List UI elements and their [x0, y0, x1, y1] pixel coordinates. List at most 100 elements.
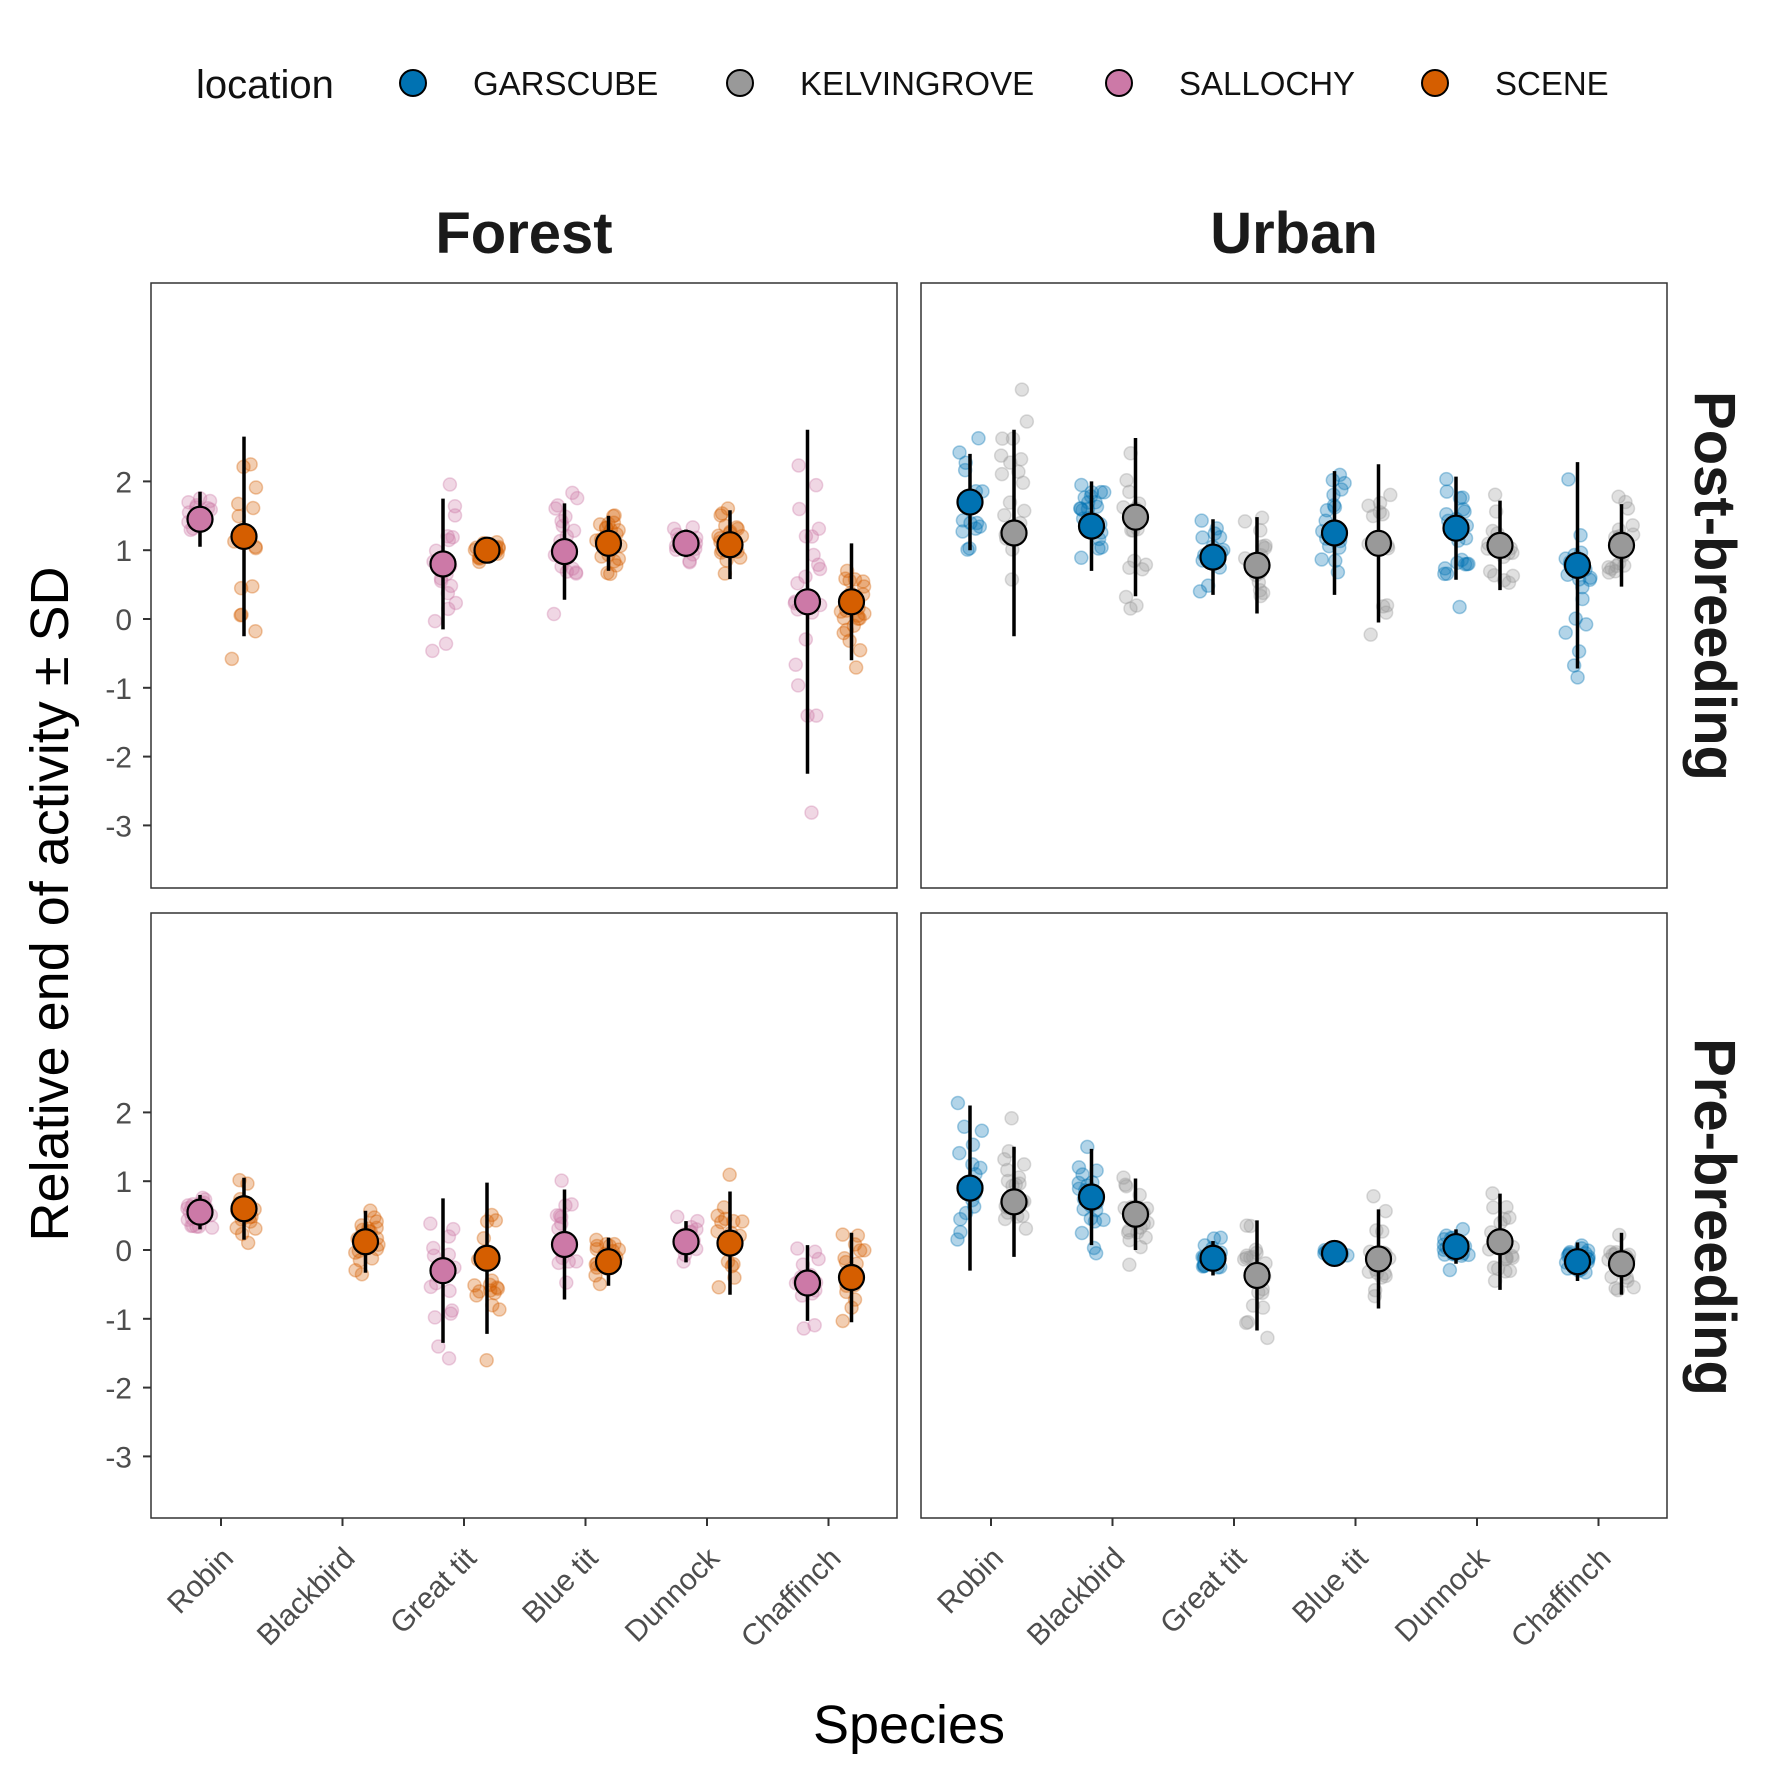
summary-marks — [186, 429, 866, 774]
raw-point — [554, 1173, 569, 1188]
raw-point — [367, 1210, 382, 1225]
mean-point-scene — [716, 1229, 744, 1257]
raw-point — [1501, 575, 1517, 590]
mean-point-sallochy — [429, 550, 457, 578]
raw-point — [447, 508, 463, 523]
raw-point — [811, 1251, 826, 1267]
raw-point — [1119, 473, 1134, 488]
raw-point — [842, 633, 857, 649]
legend-label-sallochy: SALLOCHY — [1179, 65, 1355, 102]
raw-point — [790, 576, 805, 591]
mean-point-kelvingrove — [1121, 503, 1150, 531]
mean-point-kelvingrove — [1243, 551, 1271, 579]
x-tick-label: Chaffinch — [735, 1542, 848, 1655]
raw-point — [713, 508, 728, 523]
raw-point — [448, 595, 464, 611]
raw-point — [972, 519, 988, 534]
raw-point — [1094, 540, 1109, 555]
raw-point — [835, 1313, 850, 1329]
raw-point — [1378, 1203, 1393, 1219]
mean-point-garscube — [1320, 519, 1349, 547]
mean-point-sallochy — [186, 505, 214, 533]
mean-point-garscube — [956, 488, 984, 516]
raw-point — [1379, 598, 1395, 613]
raw-point — [492, 1302, 507, 1317]
mean-point-sallochy — [672, 529, 700, 557]
panel-border — [920, 282, 1668, 889]
raw-point — [1074, 1225, 1090, 1241]
raw-point — [1135, 562, 1150, 577]
raw-point — [441, 1351, 457, 1366]
raw-point — [1485, 1186, 1500, 1201]
mean-point-scene — [594, 1248, 623, 1276]
mean-point-garscube — [1077, 512, 1106, 540]
raw-point — [1014, 382, 1030, 397]
raw-point — [181, 494, 196, 510]
raw-point — [995, 431, 1010, 446]
raw-point — [1578, 617, 1594, 632]
raw-point — [1116, 1170, 1131, 1185]
raw-point — [1239, 1250, 1254, 1266]
mean-point-scene — [351, 1228, 380, 1256]
panel-border — [920, 912, 1668, 1519]
raw-point — [569, 1254, 584, 1269]
y-tick-label: -3 — [105, 810, 132, 843]
raw-point — [1604, 561, 1619, 576]
mean-point-scene — [837, 588, 866, 616]
raw-point — [852, 1243, 868, 1258]
mean-point-garscube — [1320, 1239, 1349, 1268]
raw-point — [1019, 414, 1035, 429]
mean-point-garscube — [1563, 551, 1592, 579]
raw-point — [1601, 559, 1616, 575]
raw-point — [1000, 1162, 1015, 1178]
legend-label-scene: SCENE — [1495, 65, 1609, 102]
y-tick-label: -3 — [105, 1441, 132, 1474]
raw-point — [427, 613, 443, 629]
raw-point — [566, 523, 582, 538]
raw-point — [1195, 530, 1210, 545]
raw-point — [442, 477, 458, 492]
y-tick-label: 1 — [115, 1166, 132, 1199]
raw-point — [714, 1214, 729, 1230]
raw-point — [1004, 572, 1020, 587]
raw-point — [1363, 627, 1378, 642]
raw-point — [1337, 475, 1352, 491]
raw-point — [446, 1221, 461, 1237]
strip-col-urban: Urban — [1210, 201, 1378, 266]
raw-point — [1361, 498, 1376, 513]
raw-point — [950, 1232, 965, 1247]
raw-point — [1194, 513, 1209, 528]
mean-point-garscube — [1199, 1244, 1227, 1272]
raw-point — [1016, 1157, 1032, 1172]
raw-point — [1071, 1160, 1087, 1175]
y-tick-label: 0 — [115, 1235, 132, 1268]
legend-key-kelvingrove — [726, 69, 754, 97]
raw-point — [490, 1281, 506, 1296]
y-tick-label: -1 — [105, 673, 132, 706]
raw-point — [666, 521, 682, 537]
y-tick-label: -1 — [105, 1304, 132, 1337]
raw-point — [1237, 514, 1253, 529]
raw-point — [445, 529, 460, 545]
raw-point — [1383, 487, 1398, 503]
raw-point — [469, 1288, 484, 1303]
raw-point — [243, 457, 258, 472]
raw-point — [467, 1278, 482, 1293]
mean-point-kelvingrove — [1243, 1261, 1271, 1290]
raw-point — [1499, 1199, 1514, 1215]
raw-point — [442, 1283, 457, 1299]
y-tick-label: 2 — [115, 466, 132, 499]
raw-point — [489, 1280, 505, 1295]
raw-point — [1138, 1230, 1153, 1245]
y-axis: 2 1 0 -1 -2 -3 2 1 0 -1 -2 -3 — [105, 466, 151, 1474]
raw-point — [809, 708, 824, 723]
raw-point — [952, 1145, 967, 1161]
legend: location GARSCUBE KELVINGROVE SALLOCHY SCEN… — [196, 63, 1609, 107]
raw-point — [997, 507, 1012, 523]
mean-point-kelvingrove — [1000, 519, 1028, 547]
mean-point-scene — [473, 536, 501, 564]
mean-point-garscube — [1563, 1248, 1592, 1276]
strip-col-forest: Forest — [435, 201, 612, 266]
raw-point — [248, 1221, 263, 1236]
raw-point — [788, 657, 803, 672]
